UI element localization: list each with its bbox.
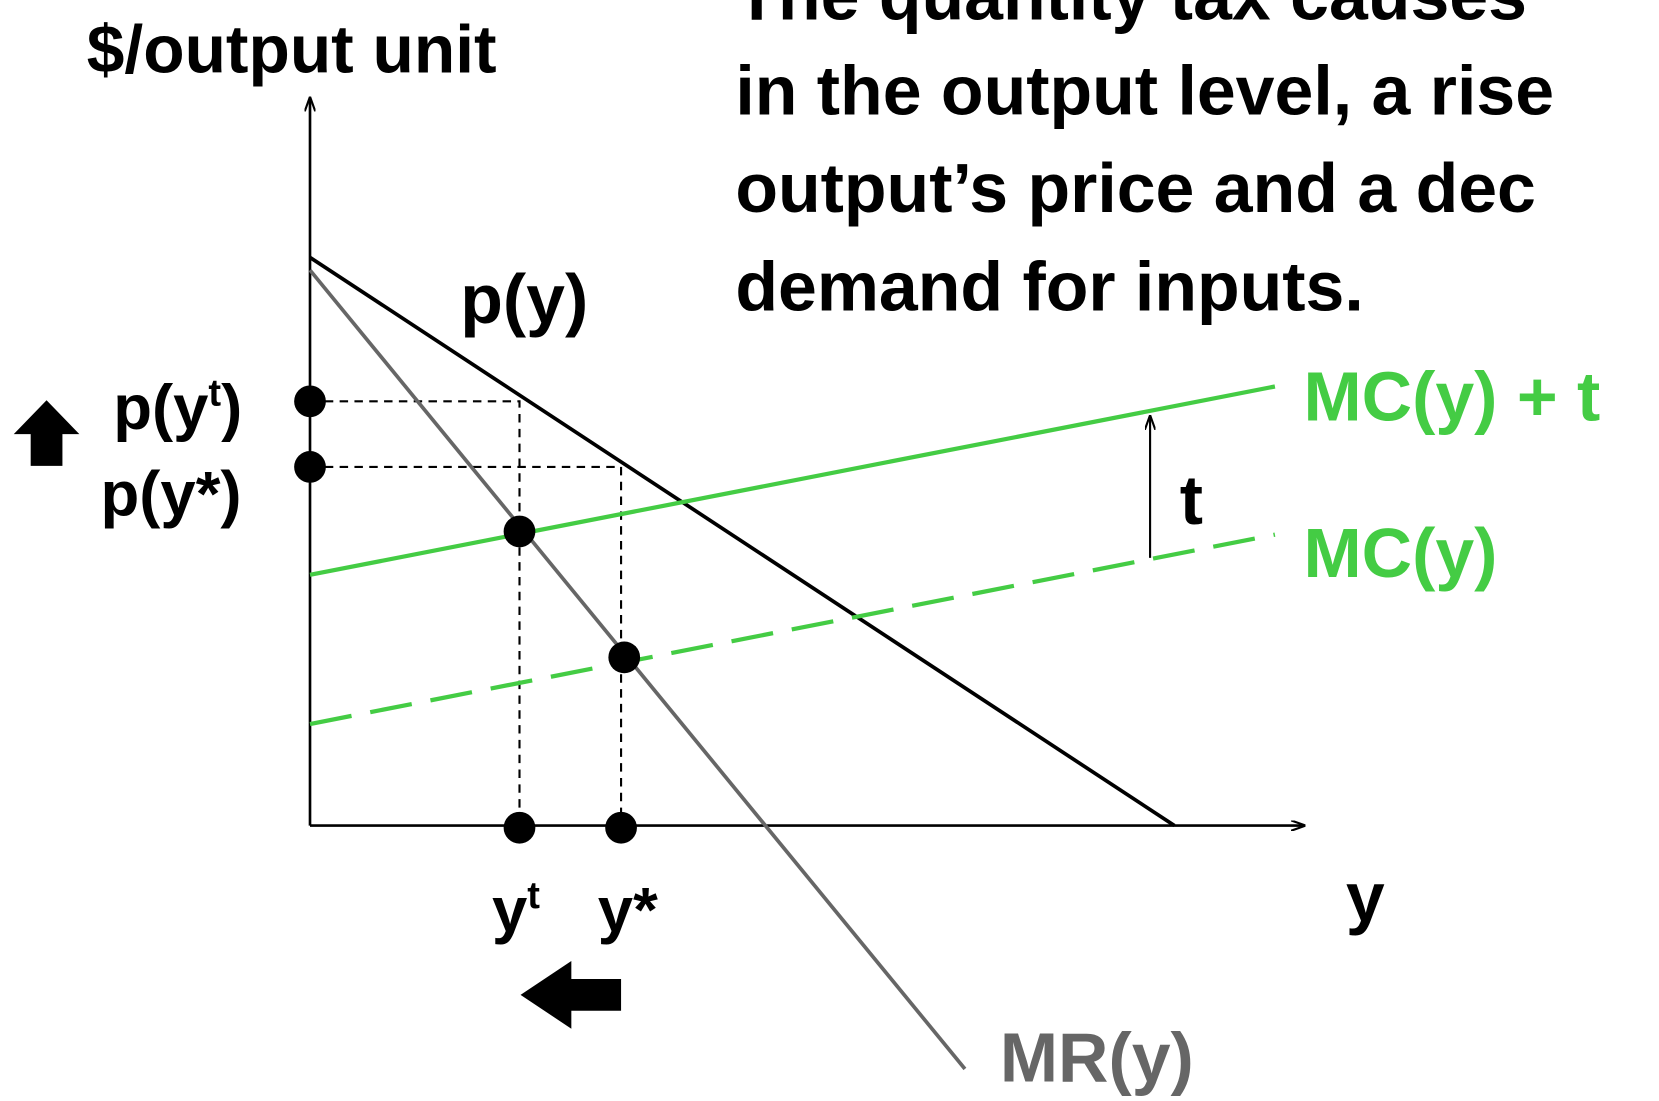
point xyxy=(608,641,641,674)
price-tax-label: p(yt) xyxy=(113,373,242,443)
mr-label: MR(y) xyxy=(1000,1019,1194,1097)
demand-label: p(y) xyxy=(460,260,588,338)
point xyxy=(503,811,536,844)
points xyxy=(294,385,641,844)
mc-curve xyxy=(309,532,1276,727)
guide-lines xyxy=(310,400,623,826)
output-tax-label: yt xyxy=(492,875,540,945)
label-sup: t xyxy=(208,373,221,415)
label-sup: t xyxy=(527,875,540,917)
left-arrow xyxy=(520,961,622,1029)
y-axis-label: $/output unit xyxy=(87,12,497,87)
x-axis-label: y xyxy=(1346,858,1385,936)
caption-line: output’s price and a dec xyxy=(735,149,1536,227)
label-base: y xyxy=(492,875,527,945)
caption-line: demand for inputs. xyxy=(735,247,1363,325)
mc-tax-curve xyxy=(309,384,1276,577)
caption-line: in the output level, a rise xyxy=(735,52,1554,130)
label-close: ) xyxy=(221,373,242,443)
point xyxy=(294,451,326,483)
mr-curve xyxy=(308,268,967,1071)
point xyxy=(503,515,536,548)
caption: The quantity tax causes in the output le… xyxy=(735,0,1554,325)
mc-label: MC(y) xyxy=(1304,514,1498,592)
point xyxy=(294,385,326,418)
caption-line: The quantity tax causes xyxy=(735,0,1527,34)
point xyxy=(605,811,637,844)
label-base: p(y xyxy=(113,373,208,443)
up-arrow xyxy=(13,400,80,466)
tax-label: t xyxy=(1180,461,1203,539)
demand-curve xyxy=(308,255,1176,828)
mc-tax-label: MC(y) + t xyxy=(1304,357,1601,435)
output-star-label: y* xyxy=(598,875,658,945)
price-star-label: p(y*) xyxy=(101,460,242,530)
